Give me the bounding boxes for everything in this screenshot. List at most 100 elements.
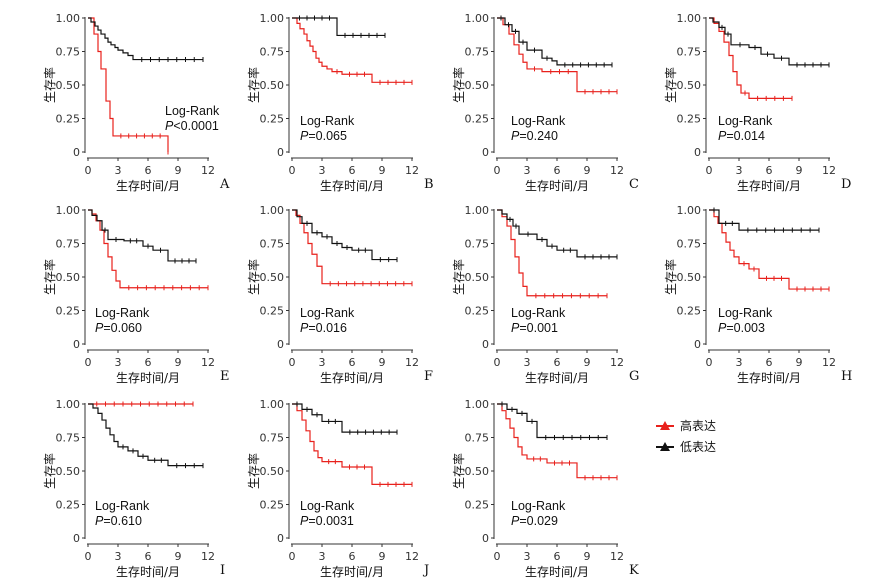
x-tick-label: 3 [319, 164, 326, 177]
panel-letter: H [841, 369, 852, 384]
p-value: P=0.003 [718, 321, 765, 335]
panel-e: 0 0.25 0.50 0.75 1.00 0 3 6 9 12 生存时间/月 生存率 E Log-Ran… [42, 204, 230, 385]
y-tick-label: 1.00 [677, 204, 702, 217]
x-tick-label: 9 [796, 164, 803, 177]
y-axis-label: 生存率 [246, 453, 261, 489]
x-tick-label: 9 [584, 356, 591, 369]
x-tick-label: 3 [319, 550, 326, 563]
panel-letter: C [629, 177, 639, 192]
x-tick-label: 9 [175, 356, 182, 369]
x-tick-label: 3 [115, 550, 122, 563]
x-tick-label: 6 [349, 356, 356, 369]
y-tick-label: 0.75 [465, 46, 490, 59]
y-tick-label: 1.00 [260, 204, 285, 217]
km-curve-low [88, 17, 203, 61]
p-value: P=0.014 [718, 129, 765, 143]
x-axis-label: 生存时间/月 [737, 179, 801, 193]
y-tick-label: 1.00 [56, 12, 81, 25]
x-axis-label: 生存时间/月 [525, 565, 589, 579]
panel-letter: G [629, 369, 639, 384]
p-value: P=0.001 [511, 321, 558, 335]
y-tick-label: 0.75 [260, 46, 285, 59]
x-axis-label: 生存时间/月 [525, 179, 589, 193]
y-tick-label: 0 [277, 146, 284, 159]
y-tick-label: 0.25 [56, 499, 81, 512]
panel-letter: I [220, 563, 225, 578]
y-tick-label: 0 [694, 146, 701, 159]
x-tick-label: 0 [706, 164, 713, 177]
x-tick-label: 0 [289, 164, 296, 177]
x-tick-label: 3 [115, 356, 122, 369]
legend-item-low: 低表达 [656, 440, 716, 454]
x-tick-label: 9 [379, 356, 386, 369]
x-tick-label: 0 [494, 164, 501, 177]
p-value: P=0.240 [511, 129, 558, 143]
log-rank-label: Log-Rank [511, 499, 566, 513]
y-tick-label: 0.25 [465, 305, 490, 318]
x-tick-label: 0 [85, 550, 92, 563]
y-tick-label: 0.25 [677, 305, 702, 318]
km-curve-high [497, 209, 607, 297]
y-tick-label: 0.25 [56, 305, 81, 318]
y-tick-label: 0 [482, 338, 489, 351]
x-tick-label: 9 [175, 550, 182, 563]
km-curve-low [88, 403, 203, 467]
y-tick-label: 1.00 [260, 398, 285, 411]
log-rank-label: Log-Rank [511, 306, 566, 320]
y-tick-label: 1.00 [677, 12, 702, 25]
legend-marker-low [660, 442, 670, 451]
y-tick-label: 1.00 [56, 204, 81, 217]
y-tick-label: 0.25 [465, 113, 490, 126]
log-rank-label: Log-Rank [95, 306, 150, 320]
x-tick-label: 6 [349, 164, 356, 177]
x-tick-label: 6 [145, 164, 152, 177]
panel-h: 0 0.25 0.50 0.75 1.00 0 3 6 9 12 生存时间/月 生存率 H Log-Ran… [663, 204, 852, 385]
km-curve-low [709, 209, 819, 231]
x-axis-label: 生存时间/月 [737, 371, 801, 385]
x-tick-label: 3 [736, 356, 743, 369]
y-axis-label: 生存率 [42, 453, 57, 489]
y-tick-label: 0 [277, 532, 284, 545]
p-value: P=0.0031 [300, 514, 354, 528]
y-tick-label: 0 [482, 532, 489, 545]
y-tick-label: 0.50 [677, 79, 702, 92]
km-curve-high [292, 403, 412, 485]
panel-letter: F [424, 369, 433, 384]
x-tick-label: 12 [201, 164, 215, 177]
y-tick-label: 0.25 [465, 499, 490, 512]
y-tick-label: 0.25 [260, 113, 285, 126]
x-tick-label: 3 [319, 356, 326, 369]
y-tick-label: 0.75 [465, 238, 490, 251]
y-tick-label: 0.50 [465, 465, 490, 478]
legend-marker-high [660, 421, 670, 430]
x-tick-label: 12 [405, 550, 419, 563]
panels: 00.250.500.751.000 3 6 9 12生存时间/月生存率ALog-Ran… [42, 12, 852, 579]
log-rank-label: Log-Rank [511, 114, 566, 128]
y-tick-label: 0.75 [677, 238, 702, 251]
km-curve-high [88, 209, 208, 289]
x-tick-label: 12 [822, 356, 836, 369]
x-tick-label: 6 [554, 550, 561, 563]
y-tick-label: 1.00 [260, 12, 285, 25]
log-rank-label: Log-Rank [300, 499, 355, 513]
x-axis-label: 生存时间/月 [320, 565, 384, 579]
y-axis-label: 生存率 [663, 259, 678, 295]
x-tick-label: 12 [610, 356, 624, 369]
y-tick-label: 0.25 [56, 113, 81, 126]
p-value: P=0.060 [95, 321, 142, 335]
y-tick-label: 0.75 [465, 432, 490, 445]
y-tick-label: 0 [73, 338, 80, 351]
x-tick-label: 9 [584, 164, 591, 177]
x-tick-label: 12 [610, 550, 624, 563]
y-tick-label: 0.50 [677, 271, 702, 284]
legend-label-high: 高表达 [680, 418, 716, 433]
km-curve-low [292, 17, 385, 37]
panel-d: 0 0.25 0.50 0.75 1.00 0 3 6 9 12 生存时间/月 生存率 D Log-Ran… [663, 12, 851, 193]
x-tick-label: 6 [766, 356, 773, 369]
log-rank-label: Log-Rank [95, 499, 150, 513]
km-curve-low [292, 403, 397, 433]
x-tick-label: 12 [201, 356, 215, 369]
panel-i: 0 0.25 0.50 0.75 1.00 0 3 6 9 12 生存时间/月 生存率 I Log-Ran… [42, 398, 225, 579]
y-tick-label: 0.50 [56, 465, 81, 478]
x-tick-label: 9 [584, 550, 591, 563]
